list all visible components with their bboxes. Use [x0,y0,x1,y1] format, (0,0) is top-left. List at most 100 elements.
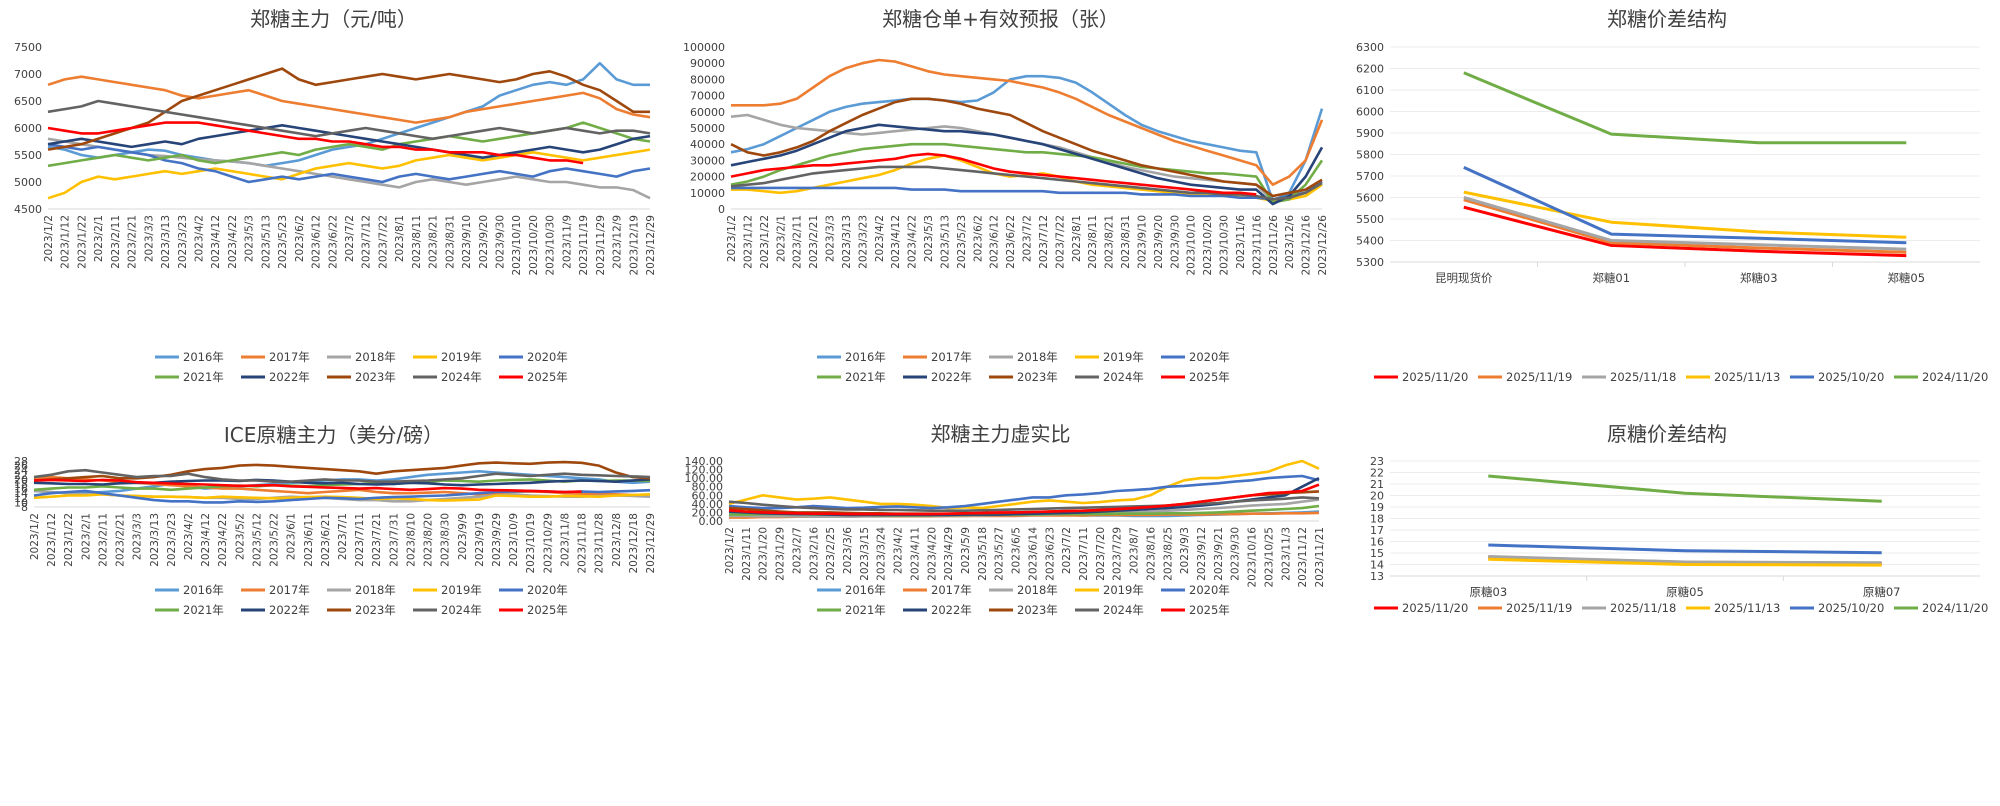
x-tick-label: 2023/5/23 [277,215,289,269]
legend-item: 2025/11/20 [1374,601,1468,615]
x-tick-label: 2023/12/6 [1284,215,1296,269]
series-line [1488,557,1882,567]
x-tick-label: 2023/8/25 [1162,527,1174,581]
legend-label: 2021年 [845,603,886,617]
x-tick-label: 2023/11/26 [1268,215,1280,276]
legend-item: 2024年 [413,370,482,384]
x-tick-label: 2023/5/13 [260,215,272,269]
y-tick-label: 14 [14,487,28,500]
series-line [730,165,1323,201]
legend-label: 2018年 [355,583,396,597]
x-tick-label: 2023/9/29 [491,513,503,567]
legend-label: 2021年 [845,370,886,384]
x-tick-label: 2023/1/29 [775,527,787,581]
legend-item: 2021年 [155,603,224,617]
x-tick-label: 2023/10/30 [545,215,557,276]
legend-item: 2025年 [499,603,568,617]
x-category-label: 昆明现货价 [1435,271,1493,285]
legend-label: 2024年 [1103,370,1144,384]
x-tick-label: 2023/7/1 [337,513,349,560]
y-tick-label: 0 [718,203,725,216]
y-tick-label: 5700 [1356,170,1384,183]
x-tick-label: 2023/11/12 [1297,527,1309,588]
x-tick-label: 2023/10/20 [528,215,540,276]
x-tick-label: 2023/8/31 [1120,215,1132,269]
x-tick-label: 2023/6/2 [294,215,306,262]
legend-label: 2025年 [527,603,568,617]
y-tick-label: 5900 [1356,127,1384,140]
y-tick-label: 60.00 [692,489,724,502]
legend-item: 2021年 [817,370,886,384]
y-tick-label: 5600 [1356,192,1384,205]
legend-item: 2024年 [1075,370,1144,384]
y-tick-label: 22 [14,469,28,482]
y-tick-label: 20.00 [692,506,724,519]
x-tick-label: 2023/10/19 [525,513,537,574]
chart-title: 郑糖主力（元/吨） [250,7,417,31]
y-tick-label: 22 [1370,467,1384,480]
x-tick-label: 2023/3/13 [160,215,172,269]
y-tick-label: 40000 [690,138,725,151]
x-tick-label: 2023/7/21 [371,513,383,567]
series-line [730,123,1324,206]
x-tick-label: 2023/3/15 [859,527,871,581]
legend-item: 2024年 [413,603,482,617]
legend-label: 2023年 [1017,370,1058,384]
x-tick-label: 2023/7/31 [388,513,400,567]
x-tick-label: 2023/8/1 [1071,215,1083,262]
legend-item: 2016年 [817,350,886,364]
legend-item: 2022年 [903,370,972,384]
legend-label: 2018年 [1017,350,1058,364]
legend-label: 2024年 [441,370,482,384]
legend-label: 2025/11/18 [1610,370,1676,384]
x-tick-label: 2023/10/25 [1263,527,1275,588]
legend-label: 2018年 [355,350,396,364]
y-tick-label: 12 [14,492,28,505]
legend-label: 2017年 [931,350,972,364]
chart-svg: 郑糖主力虚实比 0.0020.0040.0060.0080.00100.00120… [685,422,1327,617]
x-tick-label: 2023/8/11 [1087,215,1099,269]
x-tick-label: 2023/2/16 [808,527,820,581]
x-tick-label: 2023/11/28 [594,513,606,574]
legend-label: 2024年 [1103,603,1144,617]
x-tick-label: 2023/3/13 [149,513,161,567]
legend-label: 2019年 [1103,583,1144,597]
x-tick-label: 2023/7/2 [344,215,356,262]
y-tick-label: 6100 [1356,84,1384,97]
y-tick-label: 26 [14,460,28,473]
x-category-label: 原糖07 [1863,585,1901,599]
y-tick-label: 80000 [690,73,725,86]
y-tick-label: 8 [21,501,28,514]
y-tick-label: 6000 [14,122,42,135]
y-tick-label: 4500 [14,203,42,216]
legend-label: 2025年 [527,370,568,384]
chart-panel-zhengtang-spread: 郑糖价差结构 5300 5400 5500 5600 5700 5800 5900 6000 61… [1334,0,2000,401]
x-tick-label: 2023/12/29 [645,215,657,276]
x-tick-label: 2023/4/2 [194,215,206,262]
x-tick-label: 2023/8/30 [440,513,452,567]
x-category-label: 郑糖05 [1887,271,1925,285]
legend-item: 2017年 [241,583,310,597]
series-line [730,74,1324,203]
y-tick-label: 5500 [14,149,42,162]
x-tick-label: 2023/8/20 [423,513,435,567]
legend-item: 2022年 [241,603,310,617]
x-tick-label: 2023/7/12 [361,215,373,269]
x-tick-label: 2023/11/18 [577,513,589,574]
x-tick-label: 2023/11/19 [578,215,590,276]
x-tick-label: 2023/2/1 [775,215,787,262]
legend-item: 2025/11/19 [1478,601,1572,615]
series-line [730,142,1324,204]
y-tick-label: 60000 [690,106,725,119]
legend-label: 2020年 [1189,583,1230,597]
legend-label: 2023年 [355,370,396,384]
series-line [728,459,1320,510]
legend-item: 2019年 [413,583,482,597]
y-tick-label: 6500 [14,95,42,108]
x-tick-label: 2023/9/12 [1196,527,1208,581]
x-tick-label: 2023/3/23 [177,215,189,269]
x-tick-label: 2023/4/22 [217,513,229,567]
x-tick-label: 2023/7/11 [354,513,366,567]
legend-label: 2024/11/20 [1922,370,1988,384]
x-tick-label: 2023/10/29 [542,513,554,574]
